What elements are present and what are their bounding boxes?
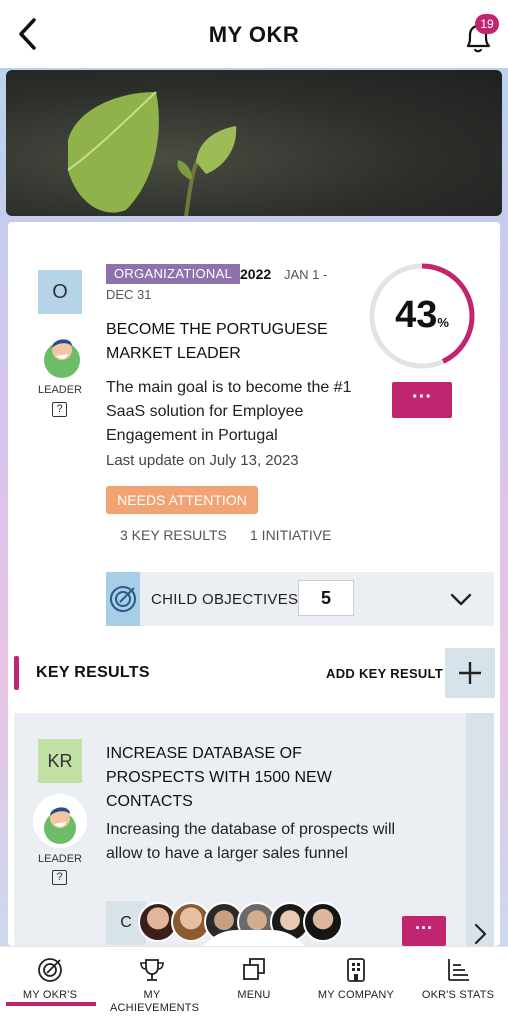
initiatives-count[interactable]: 1 INITIATIVE	[250, 527, 332, 543]
add-key-result-button[interactable]	[445, 648, 495, 698]
nav-label: MY COMPANY	[317, 989, 395, 1001]
kr-leader-label: LEADER	[37, 853, 83, 865]
kr-leader-help-icon[interactable]: ?	[52, 870, 67, 885]
objective-dates-start: JAN 1 -	[284, 267, 328, 282]
back-chevron-icon[interactable]	[14, 16, 44, 52]
leader-label: LEADER	[37, 384, 83, 396]
objective-more-button[interactable]: ···	[392, 382, 452, 418]
nav-item-my-achievements[interactable]: MY ACHIEVEMENTS	[102, 947, 202, 1024]
leader-avatar[interactable]	[40, 330, 84, 378]
nav-label: MENU	[237, 989, 271, 1001]
status-badge: NEEDS ATTENTION	[106, 486, 258, 514]
nav-label: OKR'S STATS	[421, 989, 495, 1001]
objective-year: 2022	[240, 266, 272, 282]
key-result-more-button[interactable]: ···	[402, 916, 446, 946]
key-result-side-strip	[466, 713, 494, 946]
building-icon	[347, 958, 365, 982]
key-result-description: Increasing the database of prospects wil…	[106, 821, 396, 862]
objective-dates-end: DEC 31	[106, 287, 152, 302]
progress-symbol: %	[437, 315, 449, 330]
key-result-card[interactable]	[14, 713, 466, 946]
target-icon	[38, 958, 62, 982]
page-title: MY OKR	[208, 22, 300, 47]
progress-percent: 43%	[368, 294, 476, 337]
key-result-title[interactable]: INCREASE DATABASE OF PROSPECTS WITH 1500…	[106, 745, 332, 810]
objective-description: The main goal is to become the #1 SaaS s…	[106, 379, 352, 444]
notification-badge: 19	[475, 14, 499, 34]
section-accent-bar	[14, 656, 19, 690]
nav-item-my-okrs[interactable]: MY OKR'S	[0, 947, 100, 1024]
nav-label: MY ACHIEVEMENTS	[110, 989, 200, 1014]
kr-leader-avatar[interactable]	[33, 794, 87, 848]
squares-icon	[243, 958, 265, 980]
nav-item-okr-stats[interactable]: OKR'S STATS	[408, 947, 508, 1024]
leader-help-icon[interactable]: ?	[52, 402, 67, 417]
leaf-illustration	[67, 91, 237, 216]
key-results-count[interactable]: 3 KEY RESULTS	[120, 527, 227, 543]
add-key-result-label[interactable]: ADD KEY RESULT	[326, 666, 444, 681]
progress-ring-arc	[369, 263, 475, 369]
objective-type-tag: ORGANIZATIONAL	[106, 264, 241, 284]
collaborator-avatar[interactable]	[138, 902, 178, 942]
chevron-down-icon[interactable]	[448, 588, 474, 610]
child-objectives-count: 5	[298, 580, 354, 616]
collaborator-avatar[interactable]	[303, 902, 343, 942]
target-icon	[110, 586, 136, 612]
nav-item-my-company[interactable]: MY COMPANY	[306, 947, 406, 1024]
nav-item-menu[interactable]: MENU	[204, 947, 304, 1024]
app-header: MY OKR 19	[0, 0, 508, 68]
key-results-heading: KEY RESULTS	[36, 664, 150, 681]
nav-label: MY OKR'S	[22, 989, 78, 1001]
bottom-nav: MY OKR'S MY ACHIEVEMENTS MENU MY COMPANY	[0, 946, 508, 1024]
trophy-icon	[140, 959, 164, 981]
chevron-right-icon[interactable]	[472, 922, 488, 946]
child-objectives-icon-box	[106, 572, 140, 626]
objective-title[interactable]: BECOME THE PORTUGUESE MARKET LEADER	[106, 321, 328, 362]
progress-number: 43	[395, 294, 438, 336]
nav-active-indicator	[6, 1002, 96, 1006]
progress-ring	[369, 263, 475, 369]
objective-initial-badge: O	[38, 270, 82, 314]
plus-icon	[459, 662, 481, 684]
last-update-text: Last update on July 13, 2023	[106, 452, 299, 469]
stats-icon	[448, 959, 469, 981]
hero-image	[6, 70, 502, 216]
child-objectives-label: CHILD OBJECTIVES	[151, 591, 299, 608]
key-result-initial-badge: KR	[38, 739, 82, 783]
